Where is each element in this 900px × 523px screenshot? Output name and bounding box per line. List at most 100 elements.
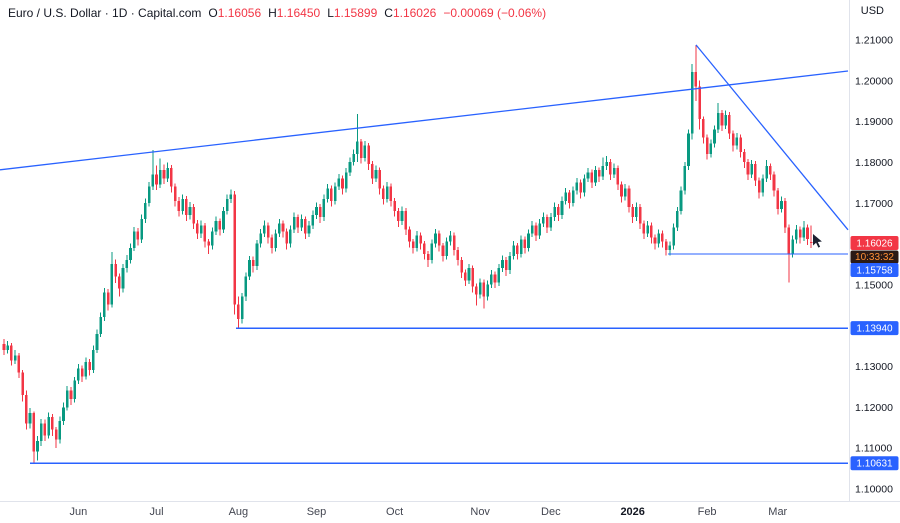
time-tick-label-Mar: Mar <box>768 506 787 518</box>
candle-up <box>322 198 326 218</box>
candle-up <box>36 440 39 452</box>
ohlc-close-value: 1.16026 <box>392 6 437 20</box>
time-tick-label-Aug: Aug <box>229 506 249 518</box>
candle-up <box>527 233 530 248</box>
ascending-trendline[interactable] <box>0 70 849 171</box>
candle-down <box>731 133 735 146</box>
candle-up <box>467 268 471 281</box>
candle-up <box>594 170 597 183</box>
price-label-text: 1.16026 <box>856 239 893 250</box>
candle-up <box>802 227 806 238</box>
candle-down <box>590 172 594 183</box>
candle-down <box>638 206 642 224</box>
candle-down <box>504 260 508 271</box>
currency-toggle[interactable]: USD <box>860 5 884 17</box>
candle-up <box>65 390 69 408</box>
candle-down <box>184 198 188 216</box>
candle-down <box>378 170 382 189</box>
candle-down <box>739 137 742 152</box>
candle-up <box>571 190 575 203</box>
price-change: −0.00069 (−0.06%) <box>443 6 547 20</box>
candle-up <box>125 260 129 269</box>
candle-down <box>746 162 750 175</box>
candle-up <box>449 235 452 242</box>
price-tick-label: 1.11000 <box>855 443 892 455</box>
time-tick-label-Dec: Dec <box>541 506 561 518</box>
candle-up <box>274 233 277 248</box>
candle-up <box>84 362 88 377</box>
candle-up <box>240 296 244 320</box>
candle-down <box>114 264 117 277</box>
price-tick-label: 1.17000 <box>855 198 893 210</box>
candle-down <box>482 282 486 297</box>
candle-down <box>173 186 177 201</box>
last-price-label: 1.16026 10:33:32 <box>850 236 899 264</box>
candle-up <box>780 200 783 209</box>
candle-up <box>519 239 523 254</box>
candle-up <box>144 202 147 220</box>
candle-up <box>211 231 214 246</box>
candle-down <box>705 137 709 154</box>
candle-up <box>39 423 43 441</box>
time-scale[interactable]: Jun Jul Aug Sep Oct Nov Dec 2026 Feb Mar <box>70 506 788 518</box>
candle-down <box>54 429 58 440</box>
level-label-1-15758: 1.15758 <box>850 263 899 277</box>
candle-up <box>188 206 192 216</box>
price-label-text: 1.13940 <box>856 324 893 335</box>
price-label-text: 1.15758 <box>856 266 893 277</box>
candle-up <box>121 268 125 289</box>
candle-up <box>311 215 315 226</box>
candle-down <box>460 260 463 273</box>
candle-down <box>218 221 222 230</box>
price-labels: 1.16026 10:33:32 1.15758 1.13940 1.10631 <box>850 236 899 471</box>
candle-down <box>2 344 6 351</box>
candle-down <box>545 217 549 228</box>
candle-up <box>91 349 95 371</box>
time-tick-label-Sep: Sep <box>307 506 327 518</box>
candle-up <box>385 186 389 199</box>
candle-up <box>110 264 114 305</box>
price-tick-label: 1.12000 <box>855 402 893 414</box>
candle-down <box>80 368 84 377</box>
candle-down <box>170 168 173 187</box>
candle-down <box>471 268 475 287</box>
ohlc-low-label: L <box>327 6 334 20</box>
candle-up <box>478 282 482 295</box>
candle-up <box>166 168 169 179</box>
candle-down <box>556 206 560 216</box>
candle-up <box>575 182 579 191</box>
symbol-title[interactable]: Euro / U.S. Dollar · 1D · Capital.com <box>8 6 202 20</box>
candle-up <box>709 143 713 154</box>
price-tick-label: 1.10000 <box>855 484 893 496</box>
candle-up <box>158 170 162 185</box>
candlestick-series <box>2 44 813 464</box>
candle-down <box>341 178 344 189</box>
candle-down <box>51 417 54 430</box>
descending-trendline[interactable] <box>695 44 849 231</box>
candle-up <box>229 194 233 199</box>
candle-down <box>806 227 809 240</box>
candle-up <box>735 137 739 146</box>
candle-up <box>181 198 184 212</box>
candle-down <box>754 164 757 181</box>
symbol-legend[interactable]: Euro / U.S. Dollar · 1D · Capital.com O1.… <box>8 6 546 20</box>
time-tick-label-Oct: Oct <box>386 506 403 518</box>
candle-down <box>88 362 91 371</box>
candle-up <box>277 223 281 234</box>
candle-down <box>452 235 456 250</box>
candle-up <box>635 206 638 218</box>
candle-down <box>664 241 668 250</box>
candle-down <box>10 345 13 361</box>
candle-up <box>95 333 99 350</box>
candle-down <box>296 217 300 228</box>
candle-up <box>676 211 679 228</box>
candle-up <box>214 221 218 232</box>
candle-down <box>196 223 199 234</box>
candle-up <box>501 260 504 269</box>
time-tick-label-Jun: Jun <box>70 506 88 518</box>
mouse-cursor <box>813 234 822 248</box>
candle-down <box>694 72 698 87</box>
candle-up <box>129 247 132 261</box>
candle-down <box>106 292 110 305</box>
